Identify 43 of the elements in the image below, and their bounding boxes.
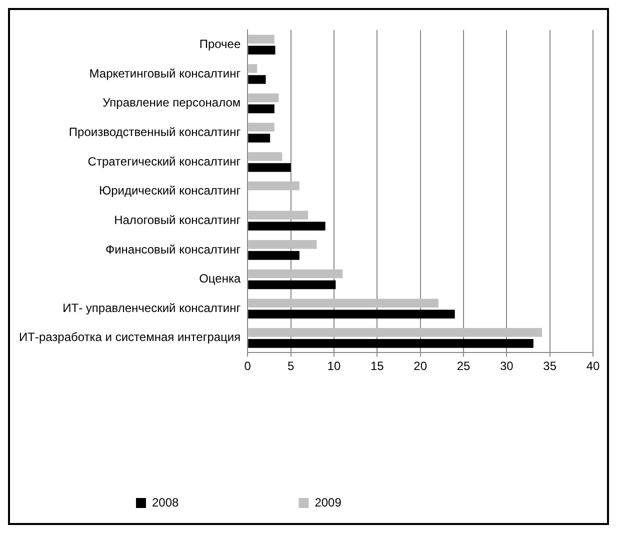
bar: [248, 310, 455, 319]
bar: [248, 93, 279, 102]
bar: [248, 328, 542, 337]
bar: [248, 251, 300, 260]
bar: [248, 134, 270, 143]
bar: [248, 163, 291, 172]
y-tick-label: Оценка: [199, 272, 241, 286]
y-tick-label: Юридический консалтинг: [98, 184, 242, 198]
x-tick-label: 15: [370, 359, 384, 374]
bar: [248, 240, 317, 249]
bar: [248, 181, 300, 190]
bar: [248, 298, 438, 308]
legend-label: 2009: [314, 495, 342, 510]
bar: [248, 210, 308, 220]
x-tick-label: 5: [287, 359, 294, 374]
y-tick-label: Финансовый консалтинг: [105, 242, 242, 256]
bar: [248, 269, 343, 278]
bar: [248, 122, 274, 132]
y-tick-label: ИТ- управленческий консалтинг: [62, 300, 242, 315]
y-tick-label: Управление персоналом: [102, 96, 241, 110]
x-tick-label: 30: [500, 359, 514, 374]
bar: [248, 152, 282, 161]
y-tick-label: ИТ-разработка и системная интеграция: [18, 330, 241, 344]
x-tick-label: 20: [414, 359, 428, 374]
bar: [248, 64, 258, 73]
bar: [248, 222, 326, 231]
y-tick-label: Маркетинговый консалтинг: [89, 66, 242, 80]
x-tick-label: 25: [456, 359, 470, 374]
y-tick-label: Налоговый консалтинг: [114, 212, 242, 227]
y-tick-label: Стратегический консалтинг: [88, 154, 242, 168]
y-tick-label: Производственный консалтинг: [68, 124, 242, 139]
x-tick-label: 35: [543, 359, 557, 374]
bar: [248, 46, 276, 55]
x-tick-label: 0: [244, 359, 252, 374]
x-tick-label: 40: [586, 359, 600, 374]
y-tick-label: Прочее: [199, 36, 241, 51]
bar: [248, 104, 274, 114]
bar: [248, 34, 274, 44]
bar: [248, 75, 266, 84]
x-tick-label: 10: [327, 359, 341, 374]
bar: [248, 280, 336, 290]
legend-label: 2008: [152, 495, 180, 510]
bar: [248, 339, 534, 348]
